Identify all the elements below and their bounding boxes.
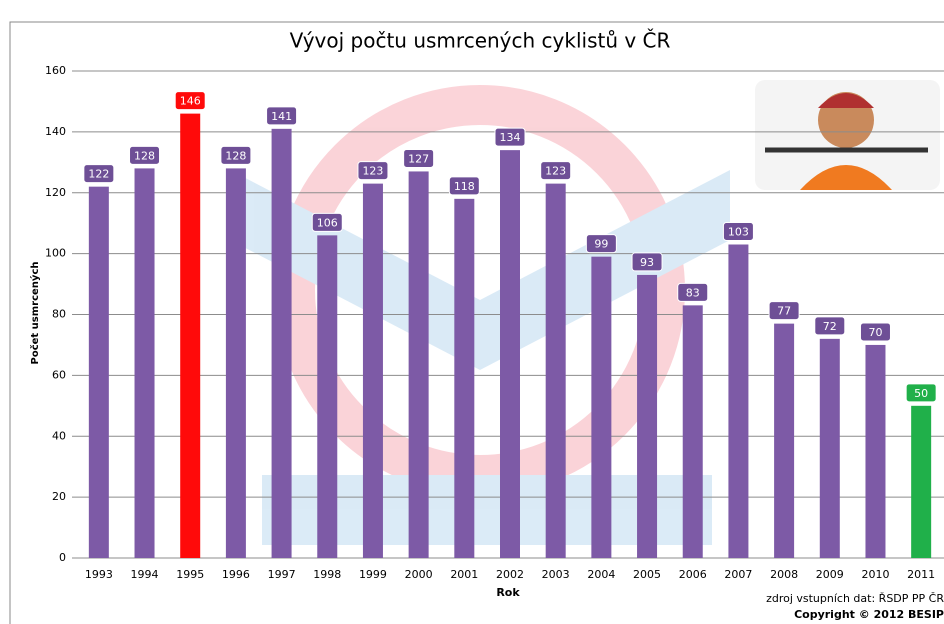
- value-label-box: [631, 252, 663, 272]
- x-tick-label: 1998: [313, 568, 341, 581]
- y-tick-label: 140: [45, 125, 66, 138]
- value-label: 127: [408, 152, 429, 165]
- value-label: 77: [777, 305, 791, 318]
- y-tick-label: 40: [52, 429, 66, 442]
- value-label: 146: [180, 95, 201, 108]
- value-label-box: [494, 127, 526, 147]
- bar: [271, 128, 292, 559]
- bar: [225, 168, 246, 558]
- value-label: 83: [686, 286, 700, 299]
- y-tick-label: 20: [52, 490, 66, 503]
- bar: [682, 305, 703, 558]
- value-label: 122: [88, 168, 109, 181]
- value-label: 93: [640, 256, 654, 269]
- y-tick-label: 60: [52, 368, 66, 381]
- value-label: 128: [134, 149, 155, 162]
- bar: [454, 198, 475, 558]
- x-tick-label: 1993: [85, 568, 113, 581]
- value-label-box: [448, 176, 480, 196]
- x-tick-label: 1999: [359, 568, 387, 581]
- value-label-box: [311, 212, 343, 232]
- value-label: 72: [823, 320, 837, 333]
- x-tick-label: 2007: [724, 568, 752, 581]
- value-label-box: [722, 221, 754, 241]
- bar: [408, 171, 429, 558]
- y-tick-label: 160: [45, 64, 66, 77]
- value-label-box: [174, 91, 206, 111]
- bar: [911, 405, 932, 558]
- value-label-box: [266, 106, 298, 126]
- copyright: Copyright © 2012 BESIP: [794, 608, 944, 621]
- value-label: 123: [362, 165, 383, 178]
- x-tick-label: 2000: [405, 568, 433, 581]
- x-tick-label: 2004: [587, 568, 615, 581]
- x-tick-label: 2005: [633, 568, 661, 581]
- value-label-box: [585, 234, 617, 254]
- value-label: 103: [728, 225, 749, 238]
- value-label-box: [83, 164, 115, 184]
- value-label-box: [768, 301, 800, 321]
- value-label-box: [814, 316, 846, 336]
- x-tick-label: 2009: [816, 568, 844, 581]
- photo: [755, 80, 940, 190]
- x-tick-label: 2011: [907, 568, 935, 581]
- bar: [591, 256, 612, 558]
- value-label-box: [905, 383, 937, 403]
- value-label-box: [220, 145, 252, 165]
- y-tick-label: 100: [45, 247, 66, 260]
- x-tick-label: 2006: [679, 568, 707, 581]
- x-tick-label: 1996: [222, 568, 250, 581]
- value-label-box: [859, 322, 891, 342]
- value-label: 128: [225, 149, 246, 162]
- value-label-box: [540, 161, 572, 181]
- bar: [774, 323, 795, 558]
- x-tick-label: 2008: [770, 568, 798, 581]
- value-label: 123: [545, 165, 566, 178]
- bar: [500, 150, 520, 558]
- source-note: zdroj vstupních dat: ŘSDP PP ČR: [766, 592, 944, 605]
- x-tick-label: 2010: [861, 568, 889, 581]
- bar: [362, 183, 383, 558]
- value-label-box: [129, 145, 161, 165]
- bar: [88, 186, 109, 558]
- value-label: 70: [868, 326, 882, 339]
- value-label: 141: [271, 110, 292, 123]
- x-tick-label: 2002: [496, 568, 524, 581]
- bar: [180, 113, 201, 559]
- x-tick-label: 2001: [450, 568, 478, 581]
- value-label: 99: [594, 238, 608, 251]
- y-tick-label: 120: [45, 186, 66, 199]
- value-label-box: [357, 161, 389, 181]
- value-label: 118: [454, 180, 475, 193]
- bar: [545, 183, 566, 558]
- bar: [819, 338, 840, 558]
- value-label: 106: [317, 216, 338, 229]
- x-tick-label: 1994: [131, 568, 159, 581]
- value-label: 50: [914, 387, 928, 400]
- chart-title: Vývoj počtu usmrcených cyklistů v ČR: [290, 29, 671, 53]
- x-tick-label: 1997: [268, 568, 296, 581]
- value-label: 134: [500, 131, 521, 144]
- x-tick-label: 2003: [542, 568, 570, 581]
- value-label-box: [403, 148, 435, 168]
- x-tick-label: 1995: [176, 568, 204, 581]
- bar: [637, 274, 658, 558]
- bar: [865, 344, 886, 558]
- bar: [728, 244, 749, 558]
- y-axis-label: Počet usmrcených: [29, 262, 41, 365]
- bar: [134, 168, 155, 558]
- x-axis-label: Rok: [496, 586, 520, 599]
- y-tick-label: 80: [52, 308, 66, 321]
- y-tick-label: 0: [59, 551, 66, 564]
- value-label-box: [677, 282, 709, 302]
- bar: [317, 235, 338, 559]
